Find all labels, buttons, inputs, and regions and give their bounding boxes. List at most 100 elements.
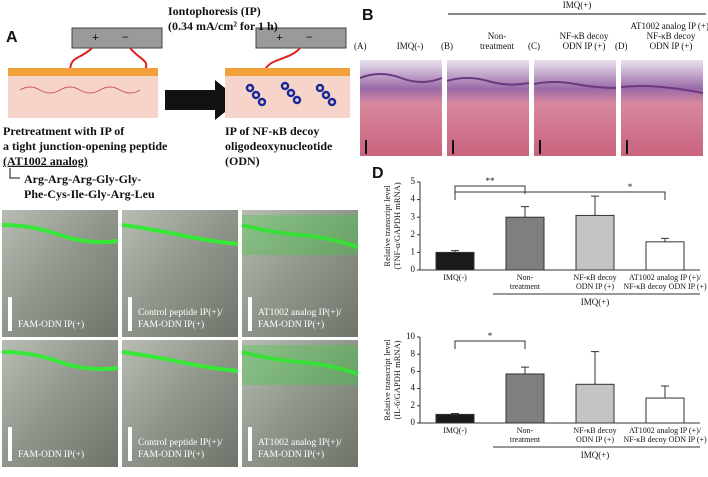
y-axis-label: Relative transcript level: [382, 185, 392, 267]
sign: −: [122, 30, 129, 44]
green-signal: [242, 215, 358, 255]
sequence: Arg-Arg-Arg-Gly-Gly-: [24, 172, 141, 186]
x-tick-label: IMQ(-): [443, 273, 467, 282]
significance-bracket: [454, 185, 526, 194]
bar: [435, 413, 475, 424]
image-caption: Non-: [488, 31, 507, 41]
x-tick-label: AT1002 analog IP (+)/: [629, 426, 702, 435]
image-caption: NF-κB decoy: [647, 31, 696, 41]
y-axis-label: (TNF-α/GAPDH mRNA): [392, 182, 402, 269]
sign: +: [276, 30, 283, 44]
skin-layer: [225, 76, 350, 118]
image-caption: FAM-ODN IP(+): [18, 449, 84, 460]
bar: [575, 383, 615, 424]
image-tag: (B): [441, 41, 453, 51]
histology-image: [360, 60, 442, 156]
x-tick-label: treatment: [510, 435, 541, 444]
x-tick-label: NF-κB decoy: [573, 273, 616, 282]
error-bar: [451, 413, 459, 415]
y-tick-label: 2: [411, 229, 416, 239]
skin-layer: [8, 76, 158, 118]
x-tick-label: ODN IP (+): [576, 435, 614, 444]
image-caption: IMQ(-): [397, 41, 424, 51]
y-tick-label: 1: [411, 246, 416, 256]
x-tick-label: IMQ(-): [443, 426, 467, 435]
odn: [245, 81, 337, 107]
histology-image: [447, 60, 529, 156]
treatment: (ODN): [225, 154, 260, 168]
treatment: oligodeoxynucleotide: [225, 139, 333, 153]
significance-label: *: [488, 331, 493, 341]
image-caption: treatment: [480, 41, 514, 51]
histology-image: [534, 60, 616, 156]
significance-label: **: [486, 176, 496, 186]
image-caption: ODN IP (+): [650, 41, 693, 51]
sign: −: [306, 30, 313, 44]
method-condition: (0.34 mA/cm² for 1 h): [168, 19, 278, 33]
y-tick-label: 3: [411, 211, 416, 221]
y-axis-label: Relative transcript level: [382, 339, 392, 421]
histology-image: [621, 60, 703, 156]
image-caption: Control peptide IP(+)/: [138, 307, 223, 318]
green-signal: [1, 350, 119, 372]
image-caption: AT1002 analog IP(+)/: [258, 437, 342, 448]
x-tick-label: NF-κB decoy ODN IP (+): [623, 435, 707, 444]
y-tick-label: 2: [411, 400, 416, 410]
y-axis-label: (IL-6/GAPDH mRNA): [392, 340, 402, 419]
image-caption: NF-κB decoy: [560, 31, 609, 41]
error-bar: [661, 237, 669, 242]
y-tick-label: 4: [411, 194, 416, 204]
green-signal: [1, 223, 119, 245]
x-tick-label: NF-κB decoy: [573, 426, 616, 435]
y-tick-label: 8: [411, 348, 416, 358]
x-tick-label: treatment: [510, 282, 541, 291]
image-caption: FAM-ODN IP(+): [138, 449, 204, 460]
fluorescence-image: [2, 210, 118, 337]
bar: [435, 251, 475, 271]
green-signal: [241, 223, 359, 249]
significance-label: *: [628, 182, 633, 192]
image-caption: FAM-ODN IP(+): [18, 319, 84, 330]
wire: [264, 47, 301, 71]
pointer: [9, 168, 20, 179]
pretreatment: (AT1002 analog): [3, 154, 88, 168]
panel-label: D: [372, 165, 384, 182]
error-bar: [451, 250, 459, 253]
pretreatment: a tight junction-opening peptide: [3, 139, 168, 153]
tissue-fold: [533, 81, 617, 89]
bar: [505, 373, 545, 424]
error-bar: [591, 351, 599, 385]
green-signal: [242, 345, 358, 385]
image-tag: (C): [528, 41, 540, 51]
green-signal: [121, 350, 239, 373]
image-caption: AT1002 analog IP (+)/: [631, 21, 708, 31]
skin-layer: [225, 68, 350, 76]
group-label: IMQ(+): [581, 450, 610, 460]
group-label: IMQ(+): [563, 0, 592, 10]
y-tick-label: 0: [411, 417, 416, 427]
electrode: [255, 27, 347, 49]
arrow: [165, 80, 240, 120]
error-bar: [591, 195, 599, 216]
image-caption: FAM-ODN IP(+): [258, 449, 324, 460]
tissue-fold: [446, 77, 530, 86]
sign: +: [92, 30, 99, 44]
x-tick-label: Non-: [517, 273, 534, 282]
y-tick-label: 4: [411, 383, 416, 393]
x-tick-label: Non-: [517, 426, 534, 435]
significance-bracket: [454, 340, 526, 349]
image-tag: (D): [615, 41, 628, 51]
image-tag: (A): [354, 41, 367, 51]
panel-label: A: [6, 29, 18, 46]
bar: [645, 241, 685, 271]
image-caption: AT1002 analog IP(+)/: [258, 307, 342, 318]
method-title: Iontophoresis (IP): [168, 4, 261, 18]
fluorescence-image: [2, 340, 118, 467]
image-caption: ODN IP (+): [563, 41, 606, 51]
significance-bracket: [454, 191, 666, 200]
sequence: Phe-Cys-Ile-Gly-Arg-Leu: [24, 187, 155, 201]
image-caption: FAM-ODN IP(+): [258, 319, 324, 330]
bar: [505, 216, 545, 271]
